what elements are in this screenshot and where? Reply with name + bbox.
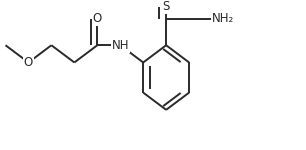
Text: O: O (93, 12, 102, 25)
Text: NH: NH (111, 39, 129, 52)
Text: O: O (24, 56, 33, 69)
Text: S: S (162, 0, 170, 13)
Text: NH₂: NH₂ (212, 12, 234, 25)
